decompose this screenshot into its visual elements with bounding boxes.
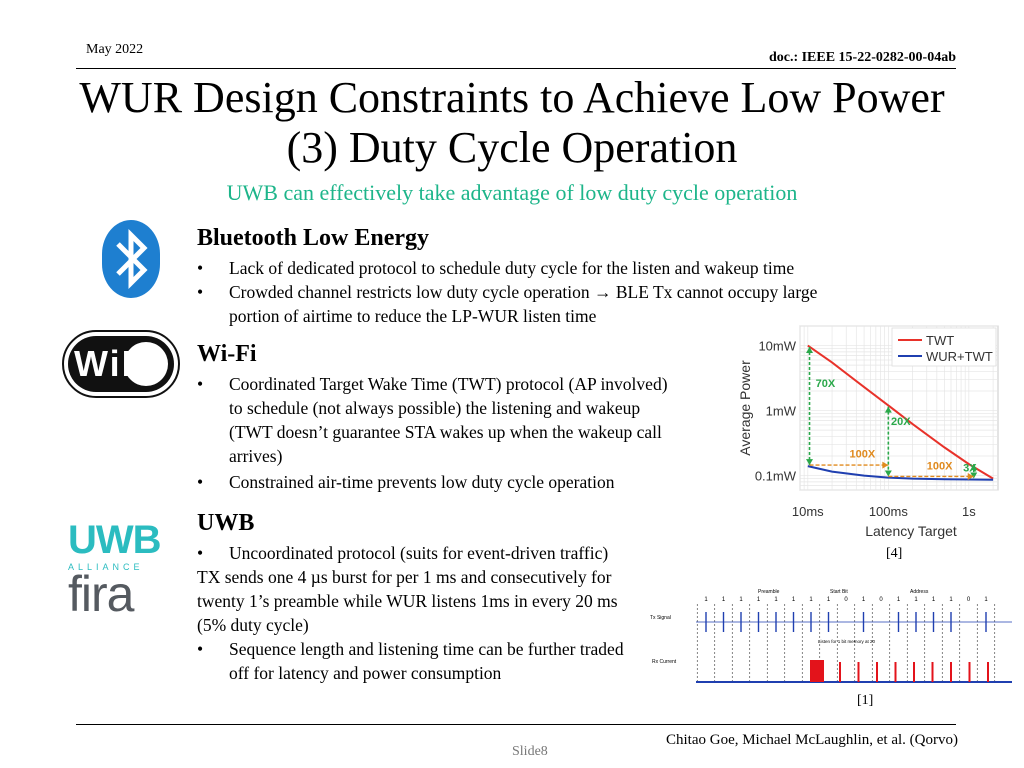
wifi-bullet-1-line-3: (TWT doesn’t guarantee STA wakes up when… (229, 422, 662, 442)
uwb-bullet-1: Uncoordinated protocol (suits for event-… (229, 543, 609, 563)
timing-address-label: Address (910, 589, 929, 595)
chart-y-tick-label: 10mW (758, 339, 796, 354)
footer-rule (76, 724, 956, 725)
chart-y-axis-label: Average Power (737, 360, 753, 456)
timing-diagram-content: Preamble Start Bit Address Tx Signal Rx … (650, 589, 1012, 683)
bluetooth-logo-icon (102, 220, 160, 298)
slide-title: WUR Design Constraints to Achieve Low Po… (40, 73, 984, 173)
timing-bit-label: 1 (827, 597, 831, 603)
ble-bullet-1: Lack of dedicated protocol to schedule d… (229, 258, 795, 278)
annotation-arrow-70x-head-top (806, 347, 814, 354)
chart-annotation-label: 3X (963, 463, 977, 475)
annotation-arrow-20x-head-top (884, 406, 892, 413)
uwb-paragraph-line-1: TX sends one 4 µs burst for per 1 ms and… (197, 567, 612, 587)
uwb-heading: UWB (197, 510, 255, 536)
header-doc-id: doc.: IEEE 15-22-0282-00-04ab (768, 50, 956, 65)
timing-bit-label: 1 (757, 597, 761, 603)
power-latency-chart: 10ms 100ms 1s 10mW 1mW 0.1mW Latency Target Ave… (737, 325, 999, 539)
chart-legend (891, 327, 997, 367)
header-date: May 2022 (86, 42, 144, 57)
wifi-bullet-1-line-1: Coordinated Target Wake Time (TWT) proto… (229, 374, 668, 394)
timing-bit-label: 0 (879, 597, 883, 603)
timing-tx-label: Tx Signal (650, 615, 671, 621)
slide-number: Slide8 (512, 744, 548, 759)
annotation-dash-100x-a-head (882, 461, 889, 469)
ble-bullet-2-line-1: Crowded channel restricts low duty cycle… (229, 282, 818, 302)
wifi-bullet-2: Constrained air-time prevents low duty c… (229, 472, 615, 492)
timing-bit-label: 1 (897, 597, 901, 603)
annotation-arrow-3x-head-bottom (970, 472, 978, 479)
alliance-logo-text: ALLIANCE (68, 562, 144, 572)
fira-logo-text: fira (68, 566, 134, 622)
wur-twt-series-line (807, 465, 994, 481)
bullet-mark: • (197, 258, 204, 278)
timing-listen-label: Listen for 1 bit memory at 20 (818, 639, 876, 644)
wifi-heading: Wi-Fi (197, 341, 257, 367)
annotation-dash-100x-b-head (967, 472, 974, 480)
uwb-timing-diagram: Preamble Start Bit Address Tx Signal Rx … (650, 589, 1012, 683)
wifi-logo-icon: WiFi (62, 330, 180, 398)
annotation-arrow-20x-head-bottom (884, 470, 892, 477)
timing-rx-label: Rx Current (652, 659, 677, 665)
wifi-bullet-1-line-2: to schedule (not always possible) the li… (229, 398, 641, 418)
legend-entry-label: TWT (926, 333, 954, 348)
bullet-mark: • (197, 543, 204, 563)
bullet-mark: • (197, 374, 204, 394)
chart-annotation-label: 70X (816, 378, 836, 390)
timing-bit-label: 1 (914, 597, 918, 603)
uwb-bullet-2-line-1: Sequence length and listening time can b… (229, 639, 624, 659)
chart-annotation-label: 100X (927, 460, 953, 472)
wifi-bullet-1-line-4: arrives) (229, 446, 283, 466)
chart-y-tick-label: 0.1mW (755, 469, 797, 484)
slide-subtitle: UWB can effectively take advantage of lo… (226, 180, 798, 205)
timing-bit-label: 1 (739, 597, 743, 603)
chart-x-tick-label: 10ms (792, 504, 824, 519)
twt-series-line (807, 344, 994, 480)
annotation-arrow-70x-head-bottom (806, 459, 814, 466)
title-line-1: WUR Design Constraints to Achieve Low Po… (79, 73, 945, 122)
chart-annotation-label: 20X (891, 416, 911, 428)
uwb-logo-text: UWB (68, 518, 162, 562)
annotation-arrow-3x-head-top (970, 464, 978, 471)
timing-bit-label: 1 (984, 597, 988, 603)
chart-reference: [4] (886, 546, 903, 561)
timing-bit-label: 1 (862, 597, 866, 603)
timing-bit-label: 0 (967, 597, 971, 603)
timing-bit-label: 1 (722, 597, 726, 603)
timing-bit-label: 1 (704, 597, 708, 603)
uwb-bullet-2-line-2: off for latency and power consumption (229, 663, 502, 683)
chart-x-tick-label: 100ms (869, 504, 909, 519)
chart-y-tick-label: 1mW (766, 404, 797, 419)
header-rule (76, 68, 956, 69)
uwb-bullets: • Uncoordinated protocol (suits for even… (197, 541, 697, 691)
ble-heading: Bluetooth Low Energy (197, 225, 430, 251)
timing-reference: [1] (857, 693, 874, 708)
wifi-bullets: • Coordinated Target Wake Time (TWT) pro… (197, 372, 737, 502)
timing-bit-label: 0 (844, 597, 848, 603)
timing-bit-label: 1 (792, 597, 796, 603)
chart-plot-area: 10ms 100ms 1s 10mW 1mW 0.1mW Latency Target Ave… (737, 325, 999, 539)
timing-bit-label: 1 (809, 597, 813, 603)
timing-start-bit-label: Start Bit (830, 589, 848, 595)
timing-bit-label: 1 (774, 597, 778, 603)
wifi-logo-text: WiFi (74, 343, 158, 384)
uwb-alliance-logo: UWB ALLIANCE (68, 518, 162, 572)
bullet-mark: • (197, 282, 204, 302)
title-line-2: (3) Duty Cycle Operation (286, 123, 738, 172)
uwb-paragraph-line-3: (5% duty cycle) (197, 615, 309, 635)
timing-bit-label: 1 (932, 597, 936, 603)
footer-authors: Chitao Goe, Michael McLaughlin, et al. (… (665, 732, 958, 748)
timing-listen-window (810, 660, 824, 682)
bullet-mark: • (197, 472, 204, 492)
timing-bit-label: 1 (949, 597, 953, 603)
chart-x-tick-label: 1s (962, 504, 976, 519)
uwb-paragraph-line-2: twenty 1’s preamble while WUR listens 1m… (197, 591, 618, 611)
chart-annotation-label: 100X (850, 448, 876, 460)
legend-entry-label: WUR+TWT (926, 349, 993, 364)
chart-x-axis-label: Latency Target (865, 523, 957, 539)
bullet-mark: • (197, 639, 204, 659)
timing-preamble-label: Preamble (758, 589, 780, 595)
ble-bullet-2-line-2: portion of airtime to reduce the LP-WUR … (229, 306, 597, 326)
